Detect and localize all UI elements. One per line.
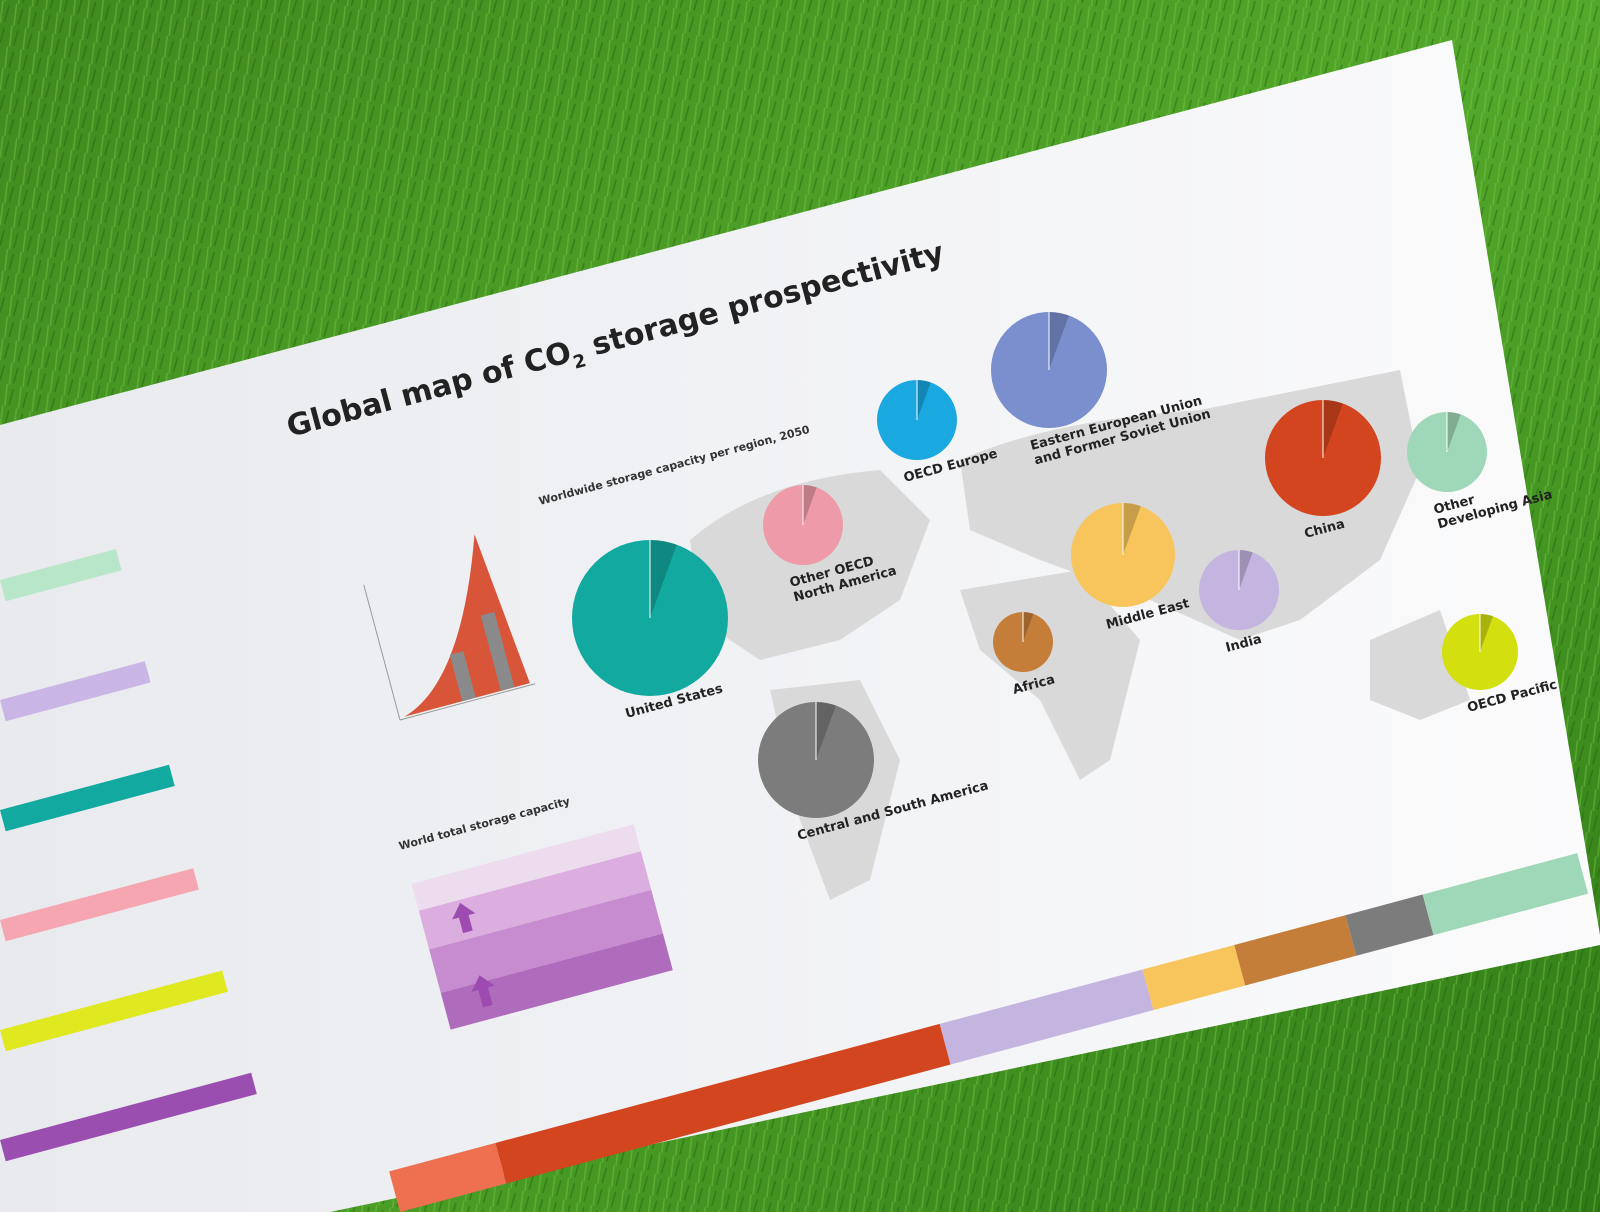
pie-slice	[650, 540, 677, 618]
pie-slice	[1480, 614, 1494, 652]
pie-slice	[816, 702, 836, 760]
pie-slice	[1049, 312, 1069, 370]
pie-slice	[1123, 503, 1141, 555]
title-subscript: 2	[571, 350, 589, 374]
colour-strip	[389, 853, 1589, 1212]
pipeline-chart	[363, 534, 536, 721]
pie-slice	[1239, 550, 1253, 590]
table-fragments	[0, 548, 257, 1162]
pie-slice	[917, 380, 931, 420]
pie-slice	[803, 485, 817, 525]
pie-slice	[1023, 612, 1034, 642]
storage-chart	[411, 824, 673, 1030]
pie-slice	[1323, 400, 1343, 458]
pie-slice	[1447, 412, 1461, 452]
